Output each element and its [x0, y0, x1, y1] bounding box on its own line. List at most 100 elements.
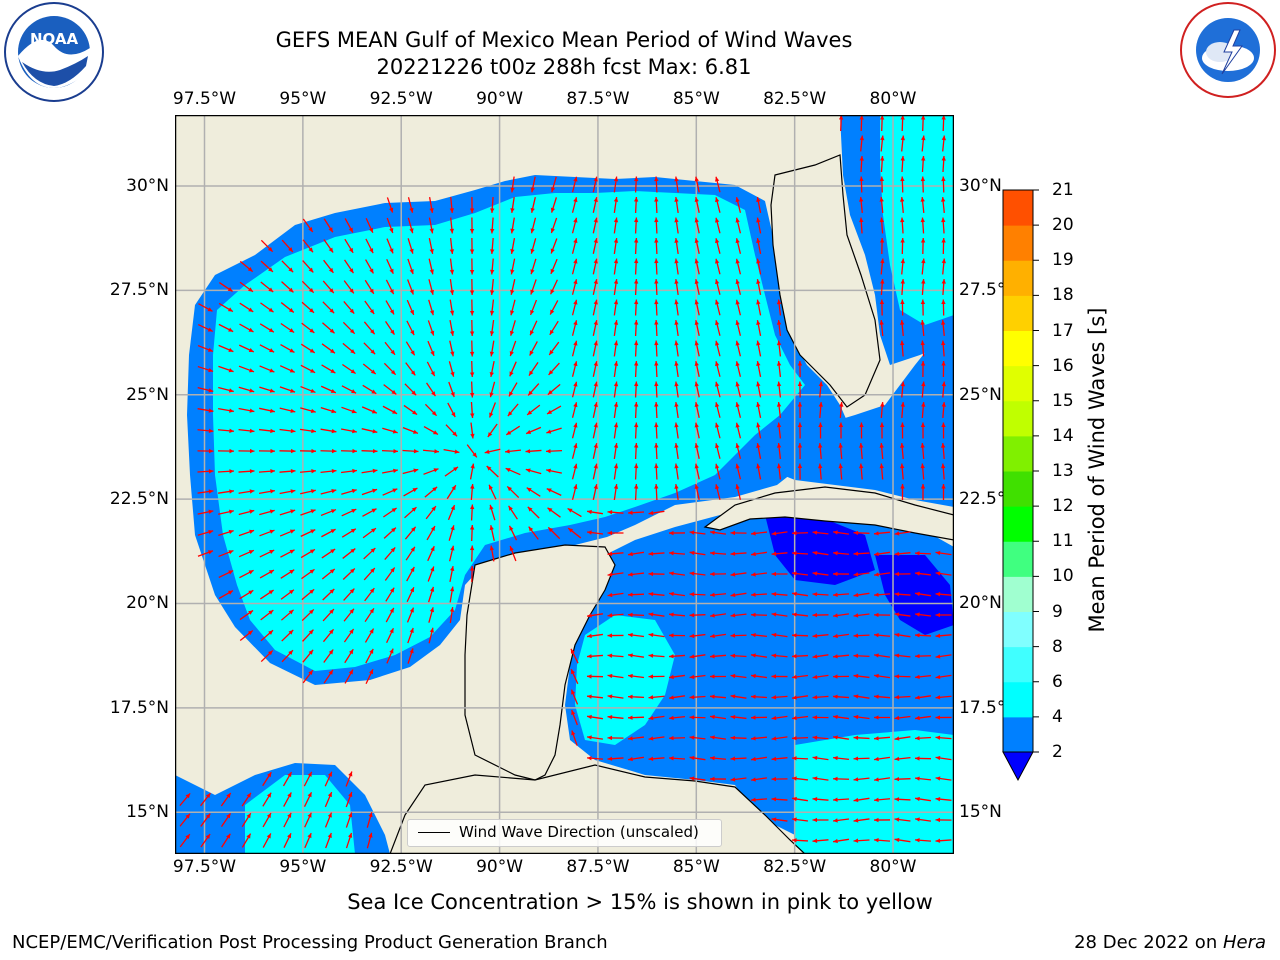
wind-wave-arrow	[730, 633, 747, 638]
wind-wave-arrow	[654, 176, 659, 193]
colorbar-segment	[1003, 471, 1033, 507]
wind-wave-arrow	[894, 674, 911, 679]
wind-wave-arrow	[449, 566, 455, 582]
wind-wave-arrow	[648, 674, 665, 679]
wind-wave-arrow	[571, 361, 578, 377]
wind-wave-arrow	[715, 422, 721, 439]
wind-wave-arrow	[613, 299, 619, 316]
wind-wave-arrow	[197, 386, 214, 393]
wind-wave-arrow	[567, 527, 582, 539]
wind-wave-arrow	[894, 571, 911, 577]
wind-wave-arrow	[634, 258, 639, 275]
wind-wave-arrow	[654, 483, 659, 501]
wind-wave-arrow	[674, 196, 679, 214]
wind-wave-arrow	[607, 530, 624, 536]
wind-wave-arrow	[381, 448, 399, 454]
wind-wave-arrow	[489, 545, 495, 562]
wind-wave-arrow	[832, 714, 850, 720]
wind-wave-arrow	[302, 218, 314, 233]
wind-wave-arrow	[428, 627, 434, 644]
wind-wave-arrow	[914, 695, 932, 700]
colorbar-segment	[1003, 225, 1033, 261]
wind-wave-arrow	[832, 551, 850, 556]
wind-wave-arrow	[756, 238, 762, 254]
wind-wave-arrow	[873, 531, 891, 536]
wind-wave-arrow	[508, 505, 518, 520]
wind-wave-arrow	[694, 258, 700, 275]
wind-wave-arrow	[361, 428, 378, 434]
footer-machine: Hera	[1222, 932, 1266, 953]
wind-wave-arrow	[935, 612, 952, 618]
wind-wave-arrow	[694, 320, 700, 336]
wind-wave-arrow	[342, 548, 356, 559]
wind-wave-arrow	[859, 217, 864, 234]
wind-wave-arrow	[530, 238, 537, 254]
wind-wave-arrow	[797, 442, 803, 460]
wind-wave-arrow	[853, 530, 870, 536]
wind-wave-arrow	[735, 238, 742, 254]
wind-wave-arrow	[345, 812, 353, 828]
wind-wave-arrow	[730, 613, 747, 618]
wind-wave-arrow	[281, 629, 294, 642]
wind-wave-arrow	[260, 609, 274, 621]
wind-wave-arrow	[469, 545, 475, 562]
wind-wave-arrow	[674, 176, 679, 193]
wind-wave-arrow	[300, 489, 316, 495]
wind-wave-arrow	[179, 833, 191, 848]
wind-wave-arrow	[260, 649, 274, 663]
wind-wave-arrow	[648, 715, 665, 721]
wind-wave-arrow	[900, 217, 905, 234]
wind-wave-arrow	[791, 591, 809, 597]
wind-wave-arrow	[674, 381, 679, 398]
wind-wave-arrow	[509, 361, 517, 377]
gulf-of-mexico-map	[175, 115, 954, 854]
wind-wave-arrow	[894, 736, 911, 741]
wind-wave-arrow	[550, 279, 558, 295]
wind-wave-arrow	[689, 654, 706, 659]
wind-wave-arrow	[384, 567, 396, 581]
wind-wave-arrow	[914, 612, 932, 617]
wind-wave-arrow	[853, 592, 870, 598]
wind-wave-arrow	[940, 196, 946, 214]
wind-wave-arrow	[510, 258, 516, 275]
wind-wave-arrow	[627, 756, 645, 762]
wind-wave-arrow	[343, 628, 355, 643]
wind-wave-arrow	[571, 402, 578, 418]
wind-wave-arrow	[428, 299, 435, 316]
wind-wave-arrow	[344, 648, 354, 664]
wind-wave-arrow	[613, 237, 619, 255]
wind-wave-arrow	[838, 115, 844, 132]
wind-wave-arrow	[279, 428, 296, 434]
wind-wave-arrow	[571, 709, 578, 726]
wind-wave-arrow	[365, 259, 374, 274]
wind-wave-arrow	[548, 341, 560, 356]
wind-wave-arrow	[402, 427, 419, 434]
wind-wave-arrow	[771, 736, 788, 741]
wind-wave-arrow	[446, 484, 457, 500]
wind-wave-arrow	[812, 654, 829, 659]
wind-wave-arrow	[428, 258, 434, 275]
wind-wave-arrow	[343, 300, 355, 315]
wind-wave-arrow	[873, 673, 891, 679]
wind-wave-arrow	[320, 407, 337, 414]
wind-wave-arrow	[750, 694, 768, 699]
wind-wave-arrow	[279, 407, 296, 413]
wind-wave-arrow	[914, 776, 932, 781]
wind-wave-arrow	[218, 590, 234, 599]
wind-wave-arrow	[300, 509, 316, 516]
wind-wave-arrow	[322, 608, 335, 622]
wind-wave-arrow	[634, 278, 639, 296]
wind-wave-arrow	[592, 258, 598, 275]
wind-wave-arrow	[921, 135, 926, 152]
wind-wave-arrow	[771, 592, 788, 597]
wind-wave-arrow	[449, 217, 455, 234]
wind-wave-arrow	[489, 319, 495, 337]
wind-wave-arrow	[425, 505, 437, 520]
wind-wave-arrow	[709, 633, 727, 639]
wind-wave-arrow	[689, 715, 706, 720]
wind-wave-arrow	[812, 838, 829, 843]
wind-wave-arrow	[364, 300, 375, 315]
wind-wave-arrow	[489, 525, 495, 541]
wind-wave-arrow	[300, 548, 316, 559]
wind-wave-arrow	[627, 694, 645, 700]
